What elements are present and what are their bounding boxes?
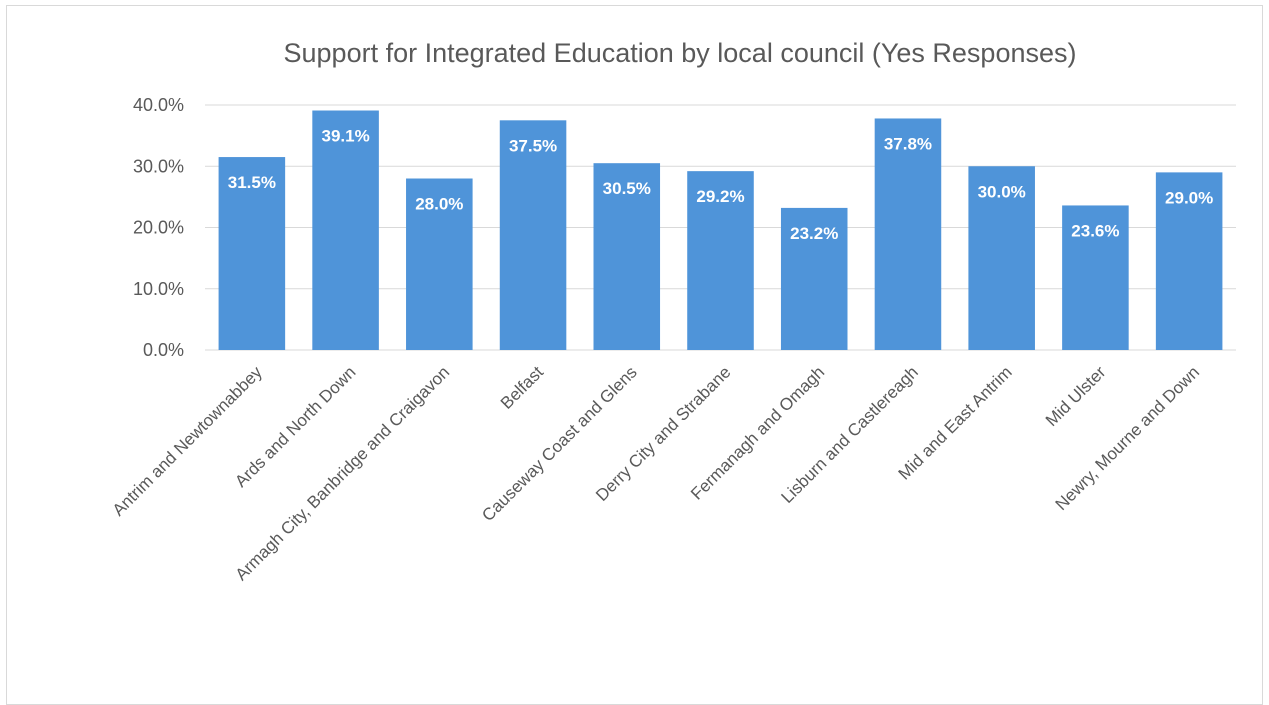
chart-title: Support for Integrated Education by loca… bbox=[284, 38, 1077, 68]
data-label: 29.0% bbox=[1165, 188, 1213, 207]
bars bbox=[218, 110, 1223, 350]
x-category-label: Causeway Coast and Glens bbox=[478, 363, 640, 525]
bar bbox=[780, 207, 848, 350]
bar bbox=[406, 178, 473, 350]
bar bbox=[1155, 172, 1223, 350]
x-category-label: Antrim and Newtownabbey bbox=[109, 362, 266, 519]
data-label: 30.5% bbox=[603, 179, 651, 198]
y-tick-label: 40.0% bbox=[133, 95, 184, 115]
bar bbox=[968, 166, 1035, 350]
bar bbox=[687, 171, 754, 350]
bar bbox=[499, 120, 567, 350]
bar bbox=[218, 157, 286, 350]
data-label: 37.5% bbox=[509, 136, 557, 155]
x-category-label: Armagh City, Banbridge and Craigavon bbox=[232, 363, 454, 585]
y-tick-label: 30.0% bbox=[133, 156, 184, 176]
y-axis-ticks: 0.0% 10.0% 20.0% 30.0% 40.0% bbox=[133, 95, 184, 360]
bar bbox=[593, 163, 661, 350]
data-label: 29.2% bbox=[696, 187, 744, 206]
bar bbox=[874, 118, 942, 350]
x-category-label: Mid Ulster bbox=[1042, 362, 1110, 430]
y-tick-label: 10.0% bbox=[133, 279, 184, 299]
chart-frame bbox=[6, 5, 1263, 705]
data-label: 28.0% bbox=[415, 195, 463, 214]
data-label: 30.0% bbox=[978, 182, 1026, 201]
y-tick-label: 0.0% bbox=[143, 340, 184, 360]
x-category-label: Belfast bbox=[497, 362, 547, 412]
data-label: 37.8% bbox=[884, 134, 932, 153]
data-label: 31.5% bbox=[228, 173, 276, 192]
y-tick-label: 20.0% bbox=[133, 218, 184, 238]
bar bbox=[1062, 205, 1129, 350]
chart: Support for Integrated Education by loca… bbox=[109, 38, 1236, 584]
data-label: 23.2% bbox=[790, 224, 838, 243]
bar bbox=[312, 110, 379, 350]
data-label: 39.1% bbox=[321, 127, 369, 146]
data-label: 23.6% bbox=[1071, 221, 1119, 240]
data-labels: 31.5% 39.1% 28.0% 37.5% 30.5% 29.2% 23.2% 37.8%… bbox=[228, 127, 1213, 243]
